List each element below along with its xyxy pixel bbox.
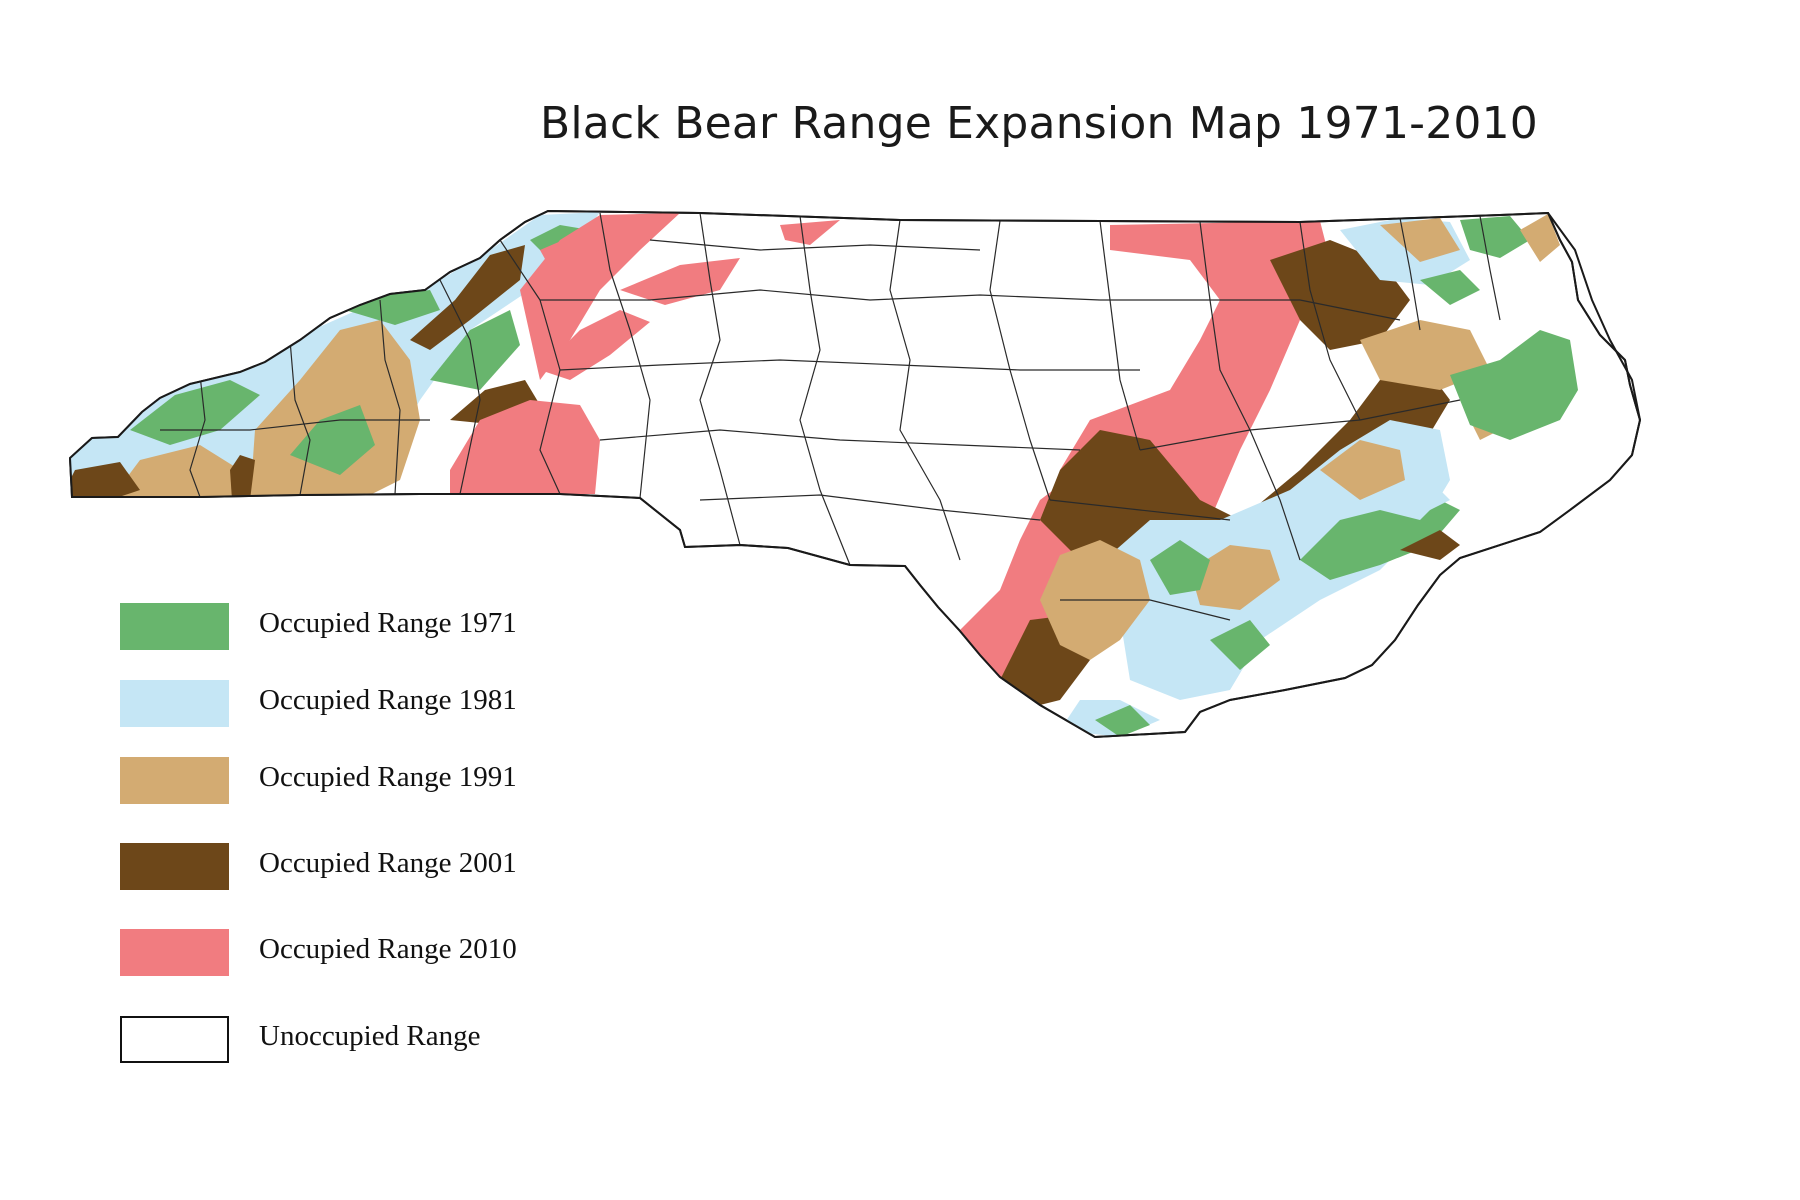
range-2001-zone <box>410 245 525 350</box>
range-1971-zone <box>345 290 440 325</box>
range-1971-zone <box>1450 330 1578 440</box>
state-border <box>68 209 1642 739</box>
legend-swatch-1971 <box>120 603 229 650</box>
range-2001-zone <box>230 455 255 500</box>
legend-swatch-1991 <box>120 757 229 804</box>
range-2010-zone <box>450 400 600 494</box>
range-1991-zone <box>110 445 240 500</box>
range-1991-zone <box>1360 320 1490 390</box>
range-2010-zone <box>620 258 740 305</box>
legend-label-2010: Occupied Range 2010 <box>259 933 517 965</box>
range-1991-zone <box>1320 440 1405 500</box>
range-1991-zone <box>1520 214 1560 262</box>
range-1971-zone <box>1460 216 1530 258</box>
range-2001-zone <box>1400 530 1460 560</box>
range-2001-zone <box>70 462 140 500</box>
range-2010-zone <box>540 310 650 380</box>
range-2010-zone <box>540 235 610 268</box>
legend-swatch-2001 <box>120 843 229 890</box>
outer-banks <box>1547 212 1641 421</box>
legend-item-1991: Occupied Range 1991 <box>120 757 620 807</box>
legend-item-1971: Occupied Range 1971 <box>120 603 620 653</box>
legend-swatch-1981 <box>120 680 229 727</box>
range-1971-zone <box>1300 500 1460 580</box>
range-1971-zone <box>290 405 375 475</box>
legend-item-unoccupied: Unoccupied Range <box>120 1016 620 1066</box>
range-1971-zone <box>1150 540 1210 595</box>
range-2010-zone <box>780 220 840 245</box>
range-1971-zone <box>130 380 260 445</box>
legend-label-unoccupied: Unoccupied Range <box>259 1020 481 1052</box>
map-title: Black Bear Range Expansion Map 1971-2010 <box>540 98 1538 149</box>
legend-item-1981: Occupied Range 1981 <box>120 680 620 730</box>
legend-label-1971: Occupied Range 1971 <box>259 607 517 639</box>
legend-item-2010: Occupied Range 2010 <box>120 929 620 979</box>
range-1991-zone <box>1380 218 1460 262</box>
range-1971-zone <box>1210 620 1270 670</box>
legend-label-1991: Occupied Range 1991 <box>259 761 517 793</box>
county-lines <box>160 212 1501 621</box>
range-1991-zone <box>1190 545 1280 610</box>
legend-swatch-2010 <box>120 929 229 976</box>
legend-item-2001: Occupied Range 2001 <box>120 843 620 893</box>
range-1971-zone <box>1095 705 1150 737</box>
range-1971-zone <box>430 310 520 390</box>
range-1971-zone <box>1420 270 1480 305</box>
range-1981-zone <box>1400 480 1450 515</box>
legend-swatch-unoccupied <box>120 1016 229 1063</box>
legend-label-2001: Occupied Range 2001 <box>259 847 517 879</box>
western-range-zones <box>70 212 840 500</box>
legend-label-1981: Occupied Range 1981 <box>259 684 517 716</box>
